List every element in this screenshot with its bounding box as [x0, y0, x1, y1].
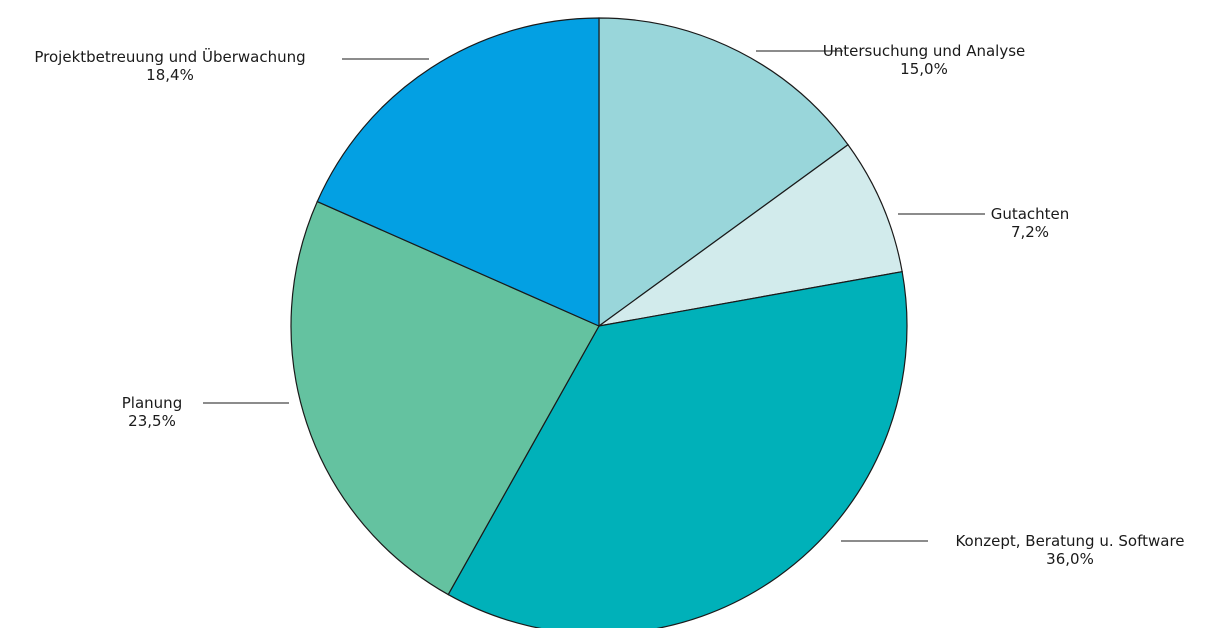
pie-slice-4 — [290, 200, 600, 596]
slice-label-5: Projektbetreuung und Überwachung — [34, 47, 305, 66]
slice-label-1: Untersuchung und Analyse — [823, 42, 1026, 60]
pie-slices — [290, 17, 908, 628]
slice-label-4: Planung — [122, 394, 182, 412]
slice-value-label-2: 7,2% — [1011, 223, 1049, 241]
pie-slice-2 — [598, 143, 903, 327]
slice-label-3: Konzept, Beratung u. Software — [955, 532, 1184, 550]
slice-label-2: Gutachten — [991, 205, 1070, 223]
pie-slice-1 — [598, 17, 849, 328]
slice-value-label-4: 23,5% — [128, 412, 176, 430]
slice-value-label-5: 18,4% — [146, 66, 194, 84]
slice-value-label-3: 36,0% — [1046, 550, 1094, 568]
slice-value-label-1: 15,0% — [900, 60, 948, 78]
pie-slice-5 — [316, 17, 600, 327]
